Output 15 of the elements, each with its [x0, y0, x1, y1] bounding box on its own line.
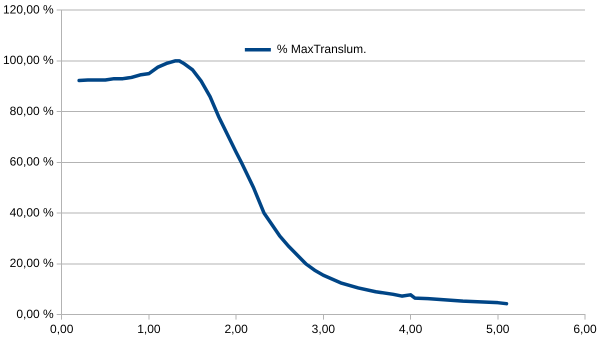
x-tick-label: 0,00	[50, 322, 74, 336]
x-tick-label: 6,00	[573, 322, 597, 336]
legend-label: % MaxTranslum.	[276, 42, 366, 56]
x-tick-label: 5,00	[486, 322, 510, 336]
y-tick-label: 80,00 %	[10, 104, 54, 118]
x-tick-label: 1,00	[137, 322, 161, 336]
y-tick-label: 60,00 %	[10, 154, 54, 169]
y-tick-label: 40,00 %	[10, 205, 54, 220]
x-tick-label: 4,00	[398, 322, 423, 336]
x-tick-label: 2,00	[224, 322, 248, 336]
x-tick-label: 3,00	[312, 322, 336, 336]
y-tick-label: 0,00 %	[16, 306, 54, 321]
y-tick-label: 120,00 %	[2, 2, 54, 17]
y-tick-label: 20,00 %	[10, 256, 54, 270]
y-tick-label: 100,00 %	[2, 53, 54, 68]
